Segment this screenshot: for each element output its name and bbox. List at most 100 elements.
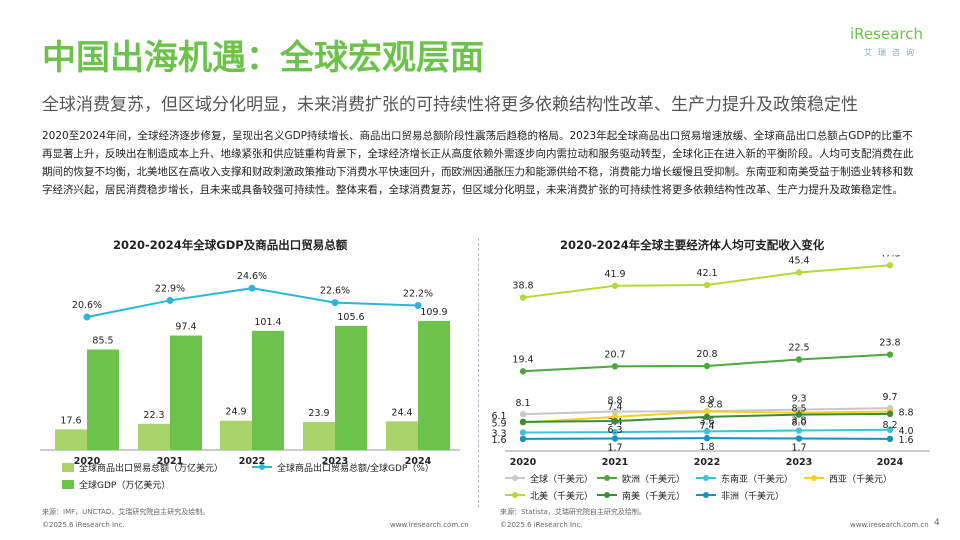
point-1-2022: [703, 362, 711, 370]
data-label-0-2024: 9.7: [882, 392, 897, 403]
point-2-2021: [611, 428, 619, 436]
data-label-2-2022: 3.6: [699, 416, 714, 427]
data-label-0-2023: 9.3: [791, 394, 806, 405]
legend-text-2: 全球GDP（万亿美元）: [79, 479, 170, 491]
data-label-0-2020: 8.1: [515, 398, 530, 409]
point-4-2023: [795, 269, 803, 276]
point-3-2022: [703, 408, 711, 415]
left-chart-title: 2020-2024年全球GDP及商品出口贸易总额: [113, 238, 348, 252]
bar-trade-2020: [55, 429, 87, 450]
summary-paragraph: 2020至2024年间，全球经济逐步修复，呈现出名义GDP持续增长、商品出口贸易…: [42, 130, 914, 196]
point-2-2024: [886, 426, 894, 433]
ratio-point-2020: [83, 313, 91, 321]
x-tick-2024: 2024: [877, 457, 904, 468]
legend-swatch-2: [62, 480, 74, 489]
x-tick-2021: 2021: [602, 457, 628, 468]
ratio-line: [86, 287, 419, 318]
data-label-6-2022: 1.8: [699, 442, 714, 453]
point-4-2024: [886, 262, 894, 269]
data-label-6-2024: 1.6: [898, 435, 913, 446]
bar-gdp-2024: [418, 320, 450, 450]
right-copyright: ©2025.6 iResearch Inc.: [500, 521, 583, 529]
point-1-2024: [886, 351, 894, 358]
data-label-1-2021: 20.7: [604, 349, 625, 360]
legend-text-2: 东南亚（千美元）: [721, 473, 793, 485]
data-label-4-2024: 47.3: [879, 255, 900, 259]
bar-label-trade-2021: 22.3: [143, 410, 164, 421]
ratio-label-2020: 20.6%: [72, 300, 102, 311]
bar-trade-2022: [220, 420, 252, 450]
right-site: www.iresearch.com.cn: [850, 521, 929, 529]
gdp-trade-chart: 17.6 22.3 24.9 23.9 24.4 85.5 97.4 101.4 105.6 10…: [40, 271, 460, 491]
data-label-4-2020: 38.8: [512, 281, 533, 292]
bar-gdp-2020: [87, 349, 119, 450]
data-label-2-2024: 4.0: [898, 426, 913, 437]
point-4-2020: [519, 294, 527, 301]
legend-marker-1: [259, 464, 265, 470]
x-tick-2023: 2023: [786, 457, 812, 468]
point-6-2020: [519, 435, 527, 443]
data-label-6-2023: 1.7: [791, 443, 806, 454]
right-chart-title: 2020-2024年全球主要经济体人均可支配收入变化: [560, 238, 825, 252]
legend-marker-5: [604, 492, 610, 498]
point-5-2024: [886, 410, 894, 418]
page-title: 中国出海机遇：全球宏观层面: [42, 38, 484, 78]
legend-text-3: 西亚（千美元）: [829, 473, 892, 485]
page-subtitle: 全球消费复苏，但区域分化明显，未来消费扩张的可持续性将更多依赖结构性改革、生产力…: [42, 95, 858, 115]
data-label-5-2022: 7.4: [699, 421, 714, 432]
data-label-3-2022: 8.8: [707, 400, 722, 411]
legend-text-1: 欧洲（千美元）: [622, 473, 685, 485]
point-5-2020: [519, 418, 527, 426]
bar-label-trade-2024: 24.4: [391, 407, 412, 418]
point-6-2022: [703, 434, 711, 442]
point-5-2023: [795, 411, 803, 418]
x-tick-2024: 2024: [405, 456, 432, 467]
data-label-1-2022: 20.8: [696, 349, 717, 360]
bar-trade-2024: [386, 421, 418, 450]
bar-label-gdp-2023: 105.6: [337, 312, 364, 323]
legend-text-1: 全球商品出口贸易总额/全球GDP（%）: [277, 462, 434, 474]
left-site: www.iresearch.com.cn: [390, 521, 469, 529]
data-label-1-2020: 19.4: [512, 354, 533, 365]
legend-marker-2: [703, 475, 709, 481]
legend-marker-3: [811, 475, 817, 481]
point-4-2022: [703, 281, 711, 289]
legend-marker-0: [512, 475, 518, 481]
x-tick-2022: 2022: [694, 457, 720, 468]
legend-marker-1: [604, 475, 610, 481]
ratio-point-2024: [414, 301, 422, 309]
bar-trade-2021: [138, 423, 170, 450]
data-label-0-2022: 8.9: [699, 395, 714, 406]
data-label-6-2021: 1.7: [607, 443, 622, 454]
data-label-1-2024: 23.8: [879, 338, 900, 349]
point-4-2021: [611, 282, 619, 289]
ratio-point-2021: [166, 296, 174, 304]
bar-label-trade-2023: 23.9: [308, 408, 329, 419]
point-2-2020: [519, 429, 527, 436]
bar-trade-2023: [303, 421, 335, 450]
x-tick-2020: 2020: [510, 457, 537, 468]
legend-text-0: 全球商品出口贸易总额（万亿美元）: [79, 462, 223, 474]
x-tick-2023: 2023: [322, 456, 348, 467]
legend-text-6: 非洲（千美元）: [721, 490, 784, 502]
bar-gdp-2022: [252, 330, 284, 450]
data-label-5-2021: 6.3: [607, 425, 622, 436]
ratio-point-2023: [331, 299, 339, 307]
left-source: 来源：IMF，UNCTAD，艾瑞研究院自主研究及绘制。: [42, 508, 210, 516]
ratio-label-2022: 24.6%: [237, 271, 267, 282]
point-6-2023: [795, 435, 803, 442]
point-5-2021: [611, 417, 619, 425]
point-2-2022: [703, 428, 711, 435]
bar-label-trade-2022: 24.9: [225, 407, 246, 418]
data-label-0-2021: 8.8: [607, 396, 622, 407]
data-label-4-2023: 45.4: [788, 255, 809, 266]
right-source: 来源：Statista，艾瑞研究院自主研究及绘制。: [500, 508, 646, 516]
legend-text-4: 北美（千美元）: [530, 490, 593, 502]
data-label-3-2021: 7.4: [607, 402, 622, 413]
ratio-label-2023: 22.6%: [320, 286, 350, 297]
page-number: 4: [934, 518, 940, 528]
bar-label-gdp-2022: 101.4: [254, 317, 281, 328]
bar-gdp-2021: [170, 335, 202, 450]
legend-swatch-0: [62, 463, 74, 472]
